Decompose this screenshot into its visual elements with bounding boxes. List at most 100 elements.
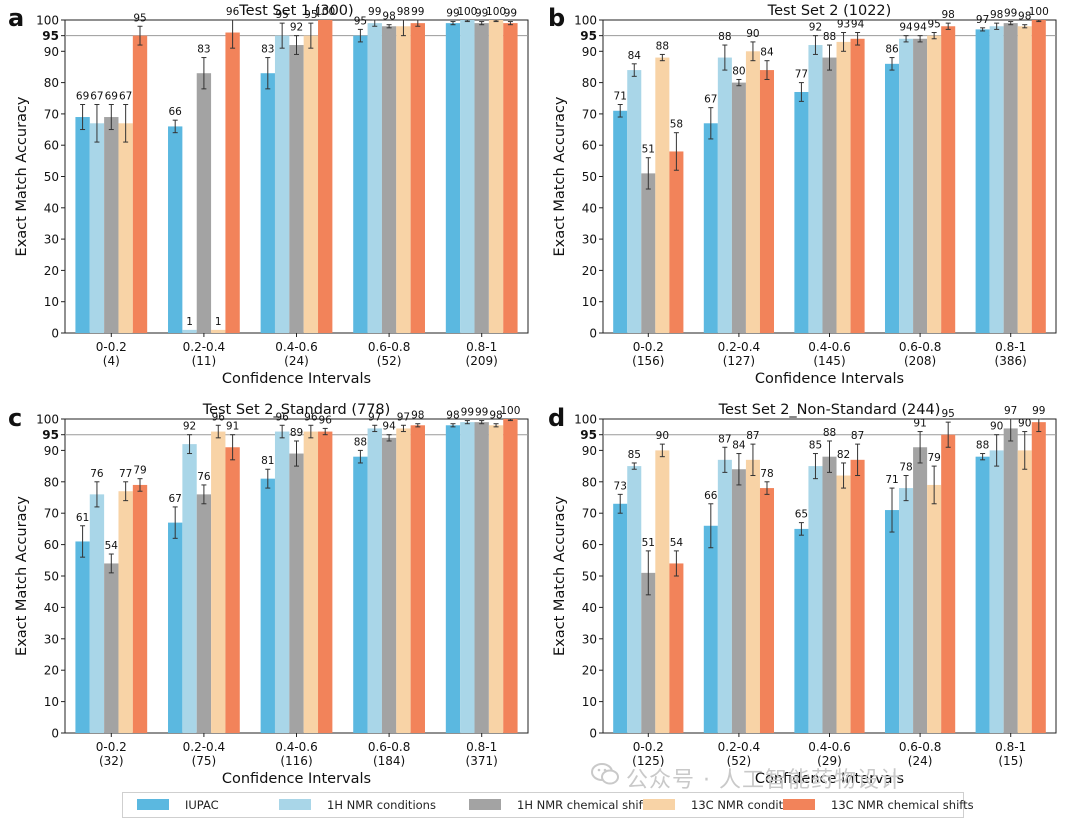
bar-value-label: 100	[1029, 6, 1049, 18]
bar-value-label: 94	[851, 19, 865, 31]
bar-value-label: 95	[927, 19, 940, 31]
x-tick-label: 0.2-0.4	[718, 740, 761, 754]
bar-value-label: 1	[186, 316, 193, 328]
y-tick-label: 70	[582, 107, 597, 121]
y-tick-label: 70	[582, 507, 597, 521]
y-tick-label: 10	[44, 695, 59, 709]
bar	[808, 466, 823, 733]
bar-value-label: 65	[795, 509, 808, 521]
x-tick-label: 0.8-1	[995, 740, 1026, 754]
bar-value-label: 88	[823, 31, 836, 43]
bar	[353, 35, 368, 334]
legend-item-13c-conditions: 13C NMR conditions	[643, 798, 807, 812]
bar	[396, 26, 411, 333]
bar	[289, 45, 304, 333]
y-tick-label: 90	[44, 45, 59, 59]
bar	[381, 26, 397, 333]
bar	[1003, 23, 1018, 333]
bar-value-label: 79	[927, 452, 940, 464]
bar-value-label: 94	[382, 421, 396, 433]
y-tick-label: 10	[44, 295, 59, 309]
bar-value-label: 92	[809, 22, 822, 34]
bar-value-label: 99	[475, 8, 488, 20]
y-tick-label: 40	[582, 601, 597, 615]
bar-value-label: 98	[489, 410, 502, 422]
y-tick-label: 0	[589, 327, 597, 341]
legend-label: 1H NMR conditions	[327, 798, 436, 812]
y-tick-label: 50	[582, 170, 597, 184]
y-tick-label: 60	[44, 538, 59, 552]
y-tick-label: 90	[44, 444, 59, 458]
panel-letter: c	[8, 404, 22, 432]
bar	[104, 563, 119, 733]
bar-value-label: 77	[119, 468, 132, 480]
bar-value-label: 83	[197, 44, 210, 56]
bar-value-label: 95	[275, 9, 288, 21]
bar	[913, 447, 928, 733]
x-tick-label: 0.6-0.8	[899, 340, 942, 354]
x-tick-count: (184)	[373, 754, 405, 768]
y-tick-label: 30	[582, 233, 597, 247]
x-tick-count: (52)	[377, 354, 402, 368]
y-tick-label: 20	[582, 664, 597, 678]
x-tick-count: (75)	[192, 754, 217, 768]
bar-value-label: 98	[990, 9, 1003, 21]
bar-value-label: 96	[275, 411, 289, 423]
y-axis-label: Exact Match Accuracy	[14, 496, 30, 656]
y-tick-label: 50	[44, 170, 59, 184]
bar	[794, 528, 809, 733]
bar	[118, 491, 133, 733]
bar	[703, 525, 718, 733]
x-tick-label: 0-0.2	[96, 740, 127, 754]
chart-panel-d: d Test Set 2_Non-Standard (244) 0 10 20 30 40 5…	[548, 402, 1057, 787]
bar-value-label: 96	[212, 411, 226, 423]
bar	[318, 431, 333, 733]
bar-value-label: 100	[457, 6, 477, 18]
y-tick-label: 0	[51, 727, 59, 741]
bar	[75, 117, 90, 333]
x-tick-count: (156)	[632, 354, 664, 368]
y-tick-label: 80	[582, 76, 597, 90]
bar-value-label: 100	[315, 6, 335, 18]
bar	[703, 123, 718, 333]
bar	[975, 456, 990, 733]
x-axis-label: Confidence Intervals	[755, 371, 904, 387]
bar-value-label: 97	[976, 14, 989, 26]
y-axis-label: Exact Match Accuracy	[552, 96, 568, 256]
bar	[613, 110, 628, 334]
bar-value-label: 66	[704, 490, 718, 502]
bar	[503, 23, 518, 333]
legend-item-iupac: IUPAC	[137, 798, 219, 812]
y-tick-label: 95	[42, 29, 59, 43]
legend-swatch	[279, 799, 311, 810]
y-tick-label: 95	[580, 428, 597, 442]
chart-title: Test Set 2 (1022)	[767, 3, 892, 19]
x-tick-count: (24)	[284, 354, 309, 368]
bar	[655, 57, 670, 334]
panel-letter: d	[548, 404, 565, 432]
bar	[303, 431, 319, 733]
bar	[717, 459, 732, 733]
y-tick-label: 60	[582, 139, 597, 153]
bar-value-label: 58	[670, 119, 683, 131]
x-tick-label: 0-0.2	[96, 340, 127, 354]
bar	[445, 23, 461, 333]
bar-value-label: 67	[90, 91, 103, 103]
bar	[899, 38, 914, 333]
bar-value-label: 97	[1004, 405, 1017, 417]
legend-swatch	[783, 799, 815, 810]
x-tick-count: (209)	[466, 354, 498, 368]
y-tick-label: 100	[36, 413, 59, 427]
bar-value-label: 98	[411, 410, 424, 422]
bar	[1031, 422, 1046, 733]
bar-value-label: 98	[397, 6, 410, 18]
bar	[641, 173, 656, 333]
bar-value-label: 88	[656, 40, 669, 52]
bar	[850, 38, 865, 333]
bar	[836, 475, 851, 733]
legend-label: 13C NMR conditions	[691, 798, 807, 812]
y-tick-label: 95	[42, 428, 59, 442]
panel-letter: a	[8, 4, 24, 32]
bar-value-label: 79	[133, 465, 146, 477]
